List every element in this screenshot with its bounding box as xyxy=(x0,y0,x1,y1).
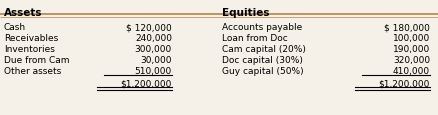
Text: 510,000: 510,000 xyxy=(135,66,172,75)
Text: 190,000: 190,000 xyxy=(393,45,430,54)
Text: Loan from Doc: Loan from Doc xyxy=(222,34,288,43)
Text: Receivables: Receivables xyxy=(4,34,58,43)
Text: 240,000: 240,000 xyxy=(135,34,172,43)
Text: Cash: Cash xyxy=(4,23,26,32)
Text: $ 120,000: $ 120,000 xyxy=(126,23,172,32)
Text: Doc capital (30%): Doc capital (30%) xyxy=(222,56,303,64)
Text: 30,000: 30,000 xyxy=(141,56,172,64)
Text: $1,200,000: $1,200,000 xyxy=(120,78,172,87)
Text: Equities: Equities xyxy=(222,8,269,18)
Text: $ 180,000: $ 180,000 xyxy=(384,23,430,32)
Text: 410,000: 410,000 xyxy=(393,66,430,75)
Text: Due from Cam: Due from Cam xyxy=(4,56,70,64)
Text: 300,000: 300,000 xyxy=(135,45,172,54)
Text: 100,000: 100,000 xyxy=(393,34,430,43)
Text: 320,000: 320,000 xyxy=(393,56,430,64)
Text: $1,200,000: $1,200,000 xyxy=(378,78,430,87)
Text: Accounts payable: Accounts payable xyxy=(222,23,302,32)
Text: Guy capital (50%): Guy capital (50%) xyxy=(222,66,304,75)
Text: Inventories: Inventories xyxy=(4,45,55,54)
Text: Cam capital (20%): Cam capital (20%) xyxy=(222,45,306,54)
Text: Other assets: Other assets xyxy=(4,66,61,75)
Text: Assets: Assets xyxy=(4,8,42,18)
